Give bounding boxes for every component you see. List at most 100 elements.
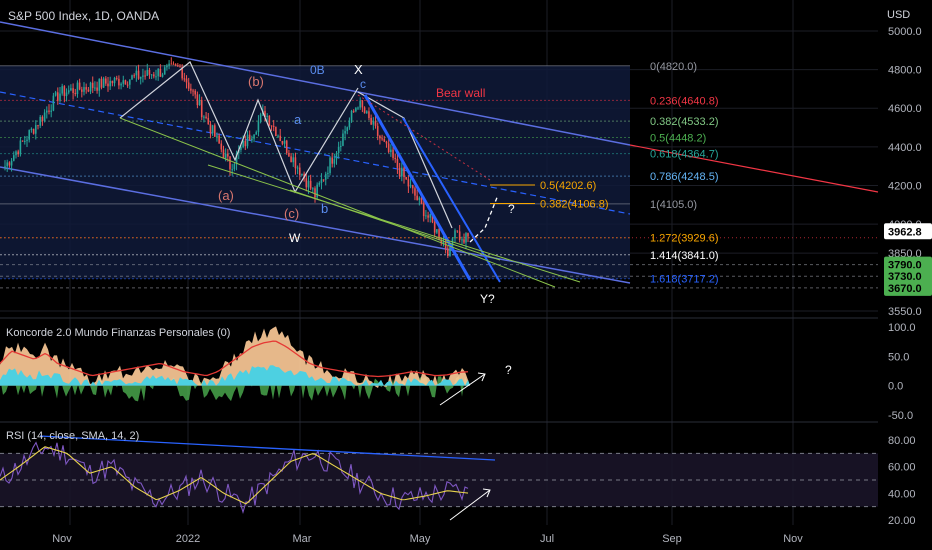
wedge-upper-bold: [363, 94, 472, 281]
candle-body: [370, 117, 372, 125]
candle-body: [447, 248, 449, 256]
candle-body: [50, 110, 52, 112]
candle-body: [65, 92, 68, 97]
fib-label-8: 1.414(3841.0): [650, 250, 719, 262]
candle-body: [429, 214, 432, 218]
fib-area-fill: [0, 65, 630, 279]
currency-label: USD: [887, 9, 911, 21]
candle-body: [102, 78, 105, 88]
fib-label-2: 0.382(4533.2): [650, 116, 719, 128]
candle-body: [46, 110, 48, 113]
candle-body: [166, 65, 168, 68]
candle-body: [8, 162, 11, 166]
candle-body: [359, 100, 361, 108]
rsi-indicator: [0, 435, 878, 521]
candle-body: [213, 125, 216, 137]
annotation-wave-c-top: c: [360, 77, 366, 91]
candle-body: [346, 127, 349, 132]
candle-body: [54, 92, 57, 96]
candle-body: [381, 138, 383, 140]
candle-body: [285, 140, 288, 154]
candle-body: [150, 74, 153, 76]
candle-body: [411, 185, 414, 189]
candle-body: [81, 89, 83, 92]
fib-label-0: 0(4820.0): [650, 61, 697, 73]
candle-body: [270, 125, 273, 127]
candle-body: [385, 141, 388, 144]
candle-body: [259, 114, 262, 122]
fib-label-6: 1(4105.0): [650, 199, 697, 211]
fib-label-4: 0.618(4364.7): [650, 149, 719, 161]
annotation-wave-a: a: [294, 112, 302, 127]
annotation-wave-b: b: [321, 201, 328, 216]
candle-body: [21, 140, 24, 142]
candle-body: [294, 157, 297, 169]
rsi-trendline: [39, 435, 496, 461]
candle-body: [218, 135, 220, 144]
candle-body: [146, 69, 149, 76]
candle-body: [74, 93, 77, 95]
candle-body: [185, 78, 188, 83]
price-badge-label-0: 3962.8: [888, 226, 922, 238]
oscillator-label[interactable]: Koncorde 2.0 Mundo Finanzas Personales (…: [6, 327, 231, 339]
rsi-label[interactable]: RSI (14, close, SMA, 14, 2): [6, 430, 140, 442]
price-axis[interactable]: 5000.04800.04600.04400.04200.04000.03850…: [884, 0, 932, 550]
price-badge-0: [884, 223, 932, 240]
candle-body: [26, 139, 28, 141]
candle-body: [309, 180, 312, 189]
time-label-5: Sep: [662, 533, 682, 545]
candle-body: [383, 139, 386, 142]
osc-tick-2: 0.0: [888, 381, 903, 393]
candle-body: [139, 76, 142, 79]
fib-label-5: 0.786(4248.5): [650, 171, 719, 183]
candle-body: [227, 153, 229, 157]
candle-body: [203, 116, 205, 118]
candle-body: [59, 93, 61, 101]
candle-body: [458, 231, 461, 240]
candle-body: [350, 110, 353, 121]
candle-body: [109, 80, 111, 87]
fib-label-3: 0.5(4448.2): [650, 133, 706, 145]
candle-body: [305, 178, 308, 188]
candle-body: [170, 63, 173, 65]
candle-body: [144, 75, 146, 77]
candle-body: [89, 82, 92, 92]
rsi-ma-line: [0, 446, 469, 505]
candle-body: [126, 84, 129, 86]
candle-body: [111, 80, 114, 84]
candle-body: [15, 151, 17, 156]
channel-mid: [0, 91, 631, 215]
candle-body: [76, 82, 79, 95]
candle-body: [39, 116, 41, 126]
candle-body: [229, 156, 231, 170]
candle-body: [266, 115, 268, 117]
candle-body: [268, 115, 271, 126]
candle-body: [392, 149, 394, 159]
time-axis[interactable]: Nov 2022 Mar May Jul Sep Nov: [52, 533, 803, 545]
candle-body: [444, 241, 447, 249]
annotation-wave-y: Y?: [480, 292, 495, 306]
chart-title: S&P 500 Index, 1D, OANDA: [8, 9, 160, 23]
candle-body: [398, 167, 401, 177]
candle-body: [224, 153, 227, 159]
candle-body: [129, 79, 131, 85]
osc-cyan-area: [0, 365, 470, 386]
candle-body: [240, 147, 242, 150]
price-badge-label-3: 3670.0: [888, 283, 922, 295]
candle-body: [342, 133, 344, 146]
candle-body: [10, 160, 13, 166]
candle-body: [318, 182, 321, 185]
osc-arrow-head: [477, 372, 486, 382]
candle-body: [264, 110, 266, 117]
candle-body: [251, 138, 253, 141]
annotation-wave-b-paren: (b): [248, 74, 264, 89]
candle-body: [449, 246, 451, 256]
candle-body: [248, 134, 251, 141]
fib-level-labels: 0(4820.0) 0.236(4640.8) 0.382(4533.2) 0.5(4…: [540, 61, 719, 286]
candle-body: [174, 64, 177, 66]
candle-body: [233, 164, 236, 170]
candle-body: [205, 116, 207, 118]
candle-body: [414, 188, 416, 196]
candle-body: [43, 112, 46, 121]
